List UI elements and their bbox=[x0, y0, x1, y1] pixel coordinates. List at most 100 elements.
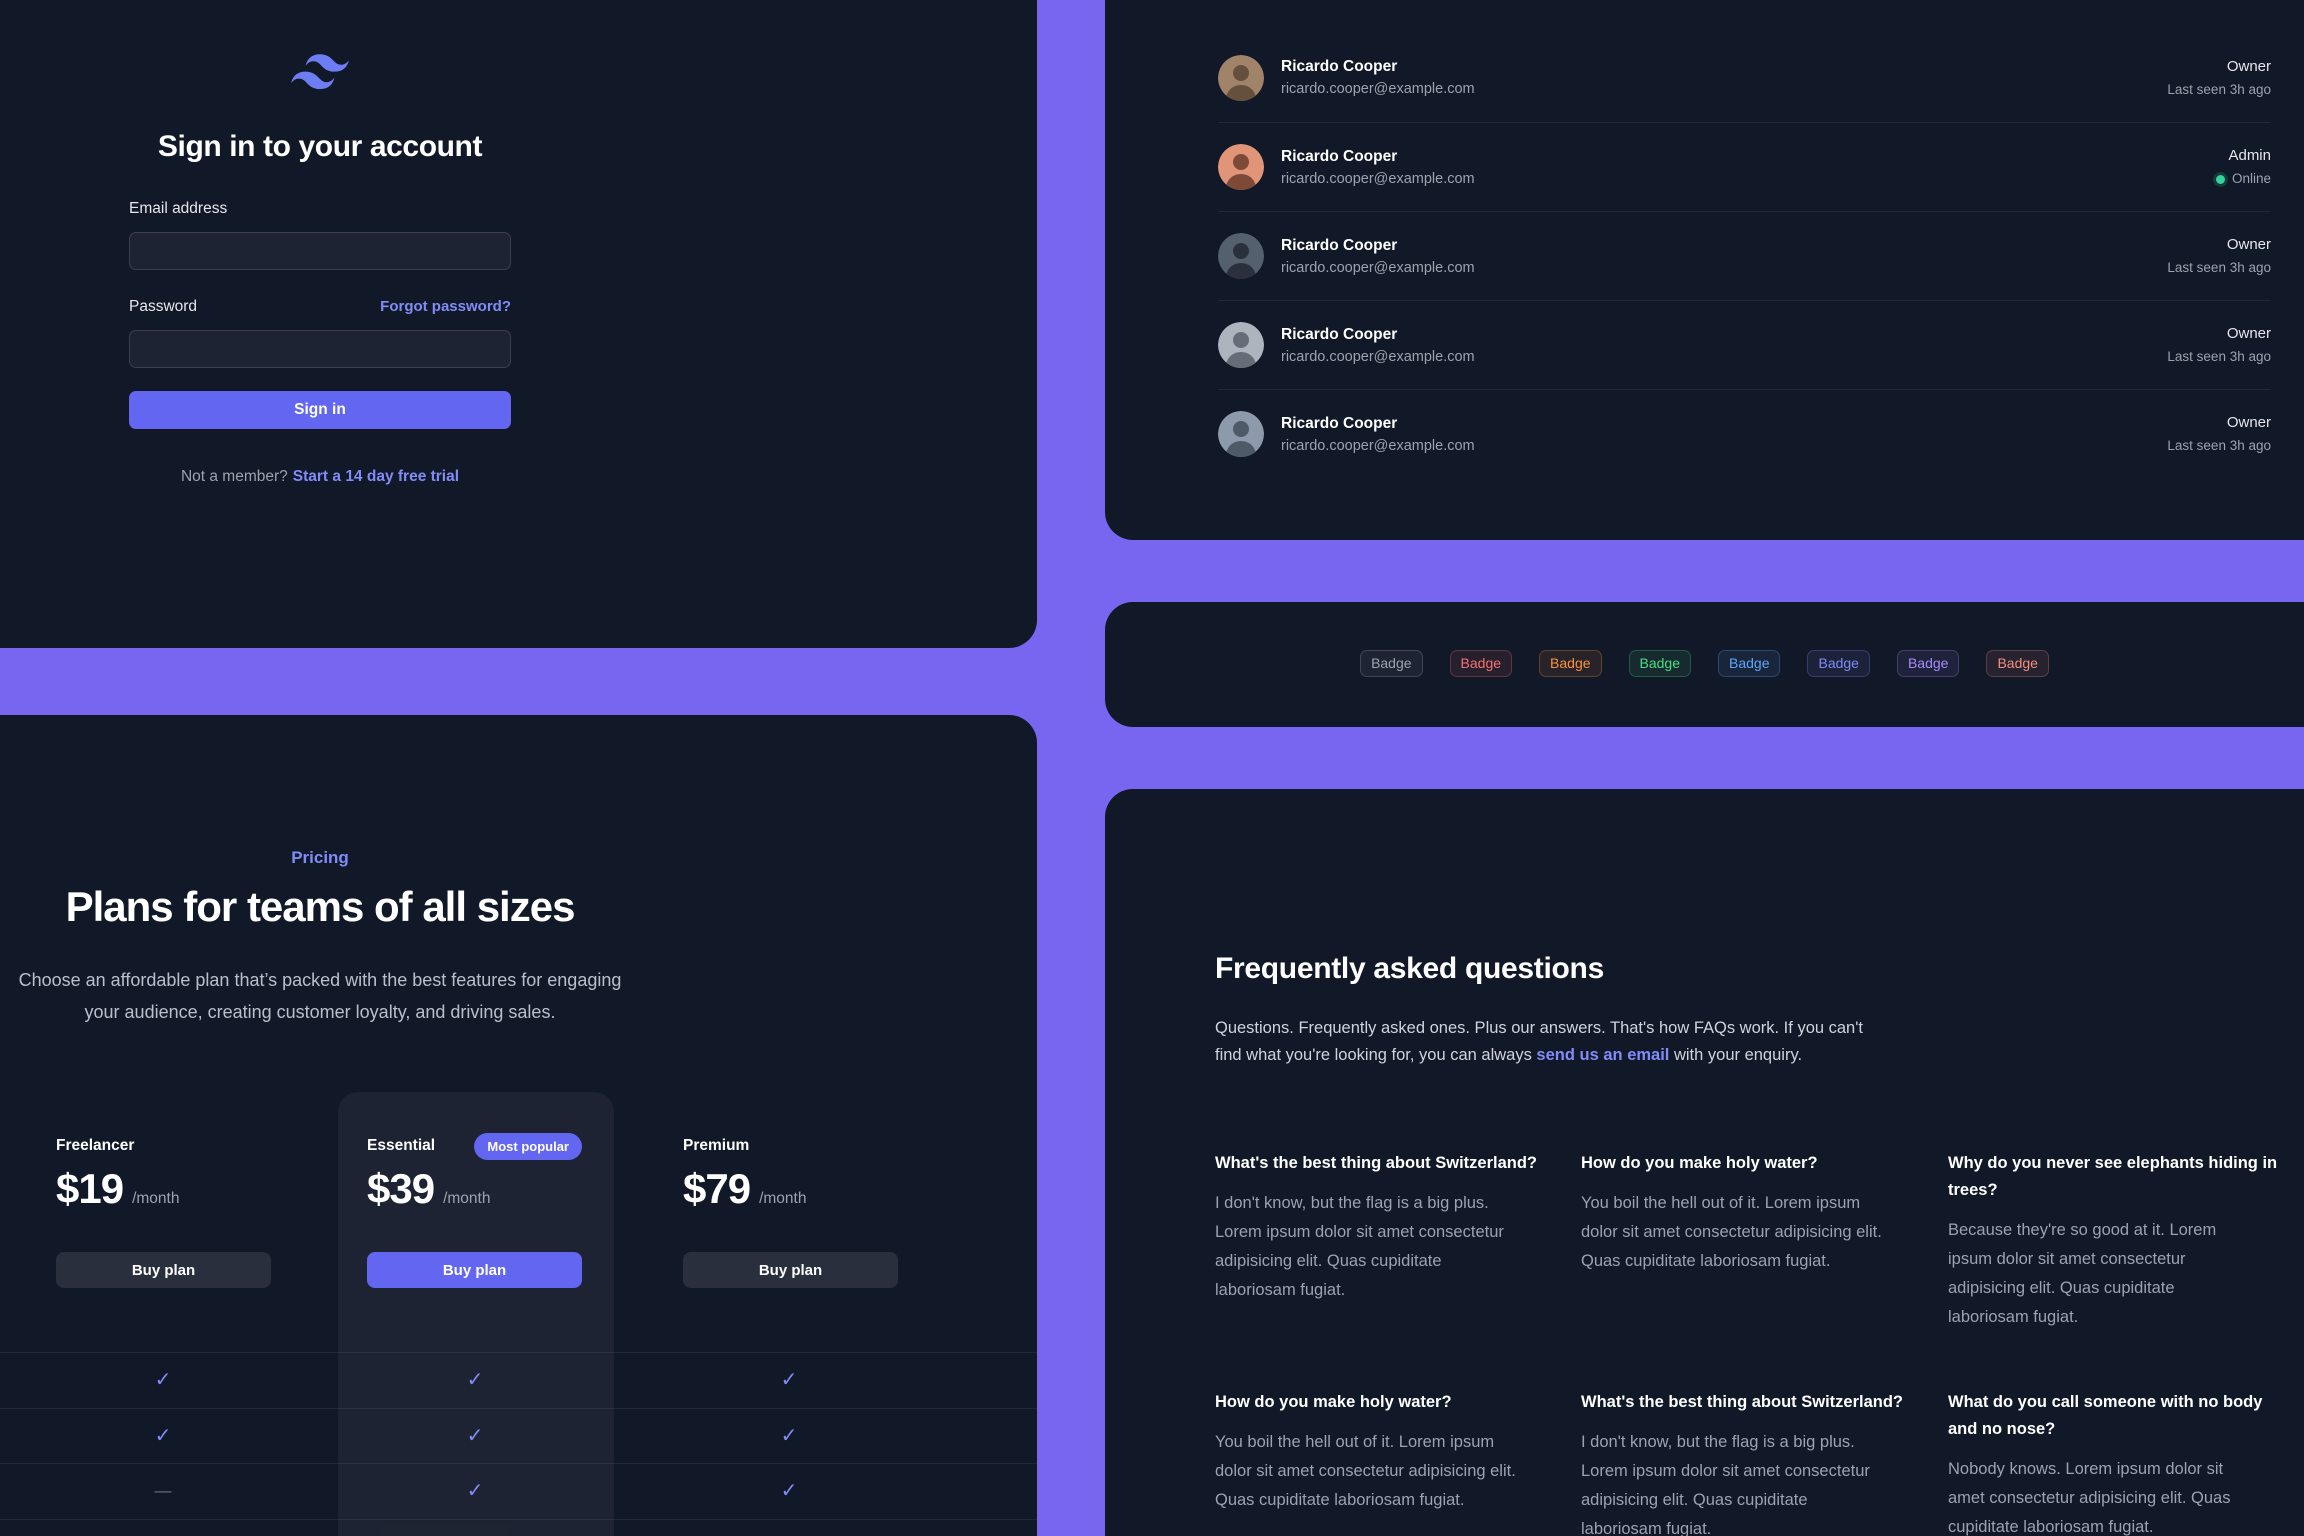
badge-purple[interactable]: Badge bbox=[1896, 650, 1960, 677]
user-list: Ricardo Cooper ricardo.cooper@example.com… bbox=[1218, 33, 2271, 478]
pricing-tier-premium: Premium $79/month Buy plan bbox=[683, 1133, 898, 1288]
faq-item: How do you make holy water? You boil the… bbox=[1581, 1150, 1916, 1276]
feature-check-icon: ✓ bbox=[466, 1480, 484, 1502]
avatar bbox=[1218, 233, 1264, 279]
badges-panel: Badge Badge Badge Badge Badge Badge Badg… bbox=[1105, 602, 2304, 727]
user-email: ricardo.cooper@example.com bbox=[1281, 348, 1475, 365]
user-online-status: Online bbox=[2215, 171, 2271, 187]
user-role: Owner bbox=[2226, 325, 2271, 342]
sign-in-button[interactable]: Sign in bbox=[129, 391, 511, 429]
forgot-password-link[interactable]: Forgot password? bbox=[380, 298, 511, 315]
most-popular-badge: Most popular bbox=[474, 1132, 582, 1160]
email-label: Email address bbox=[129, 200, 228, 217]
faq-question: What do you call someone with no body an… bbox=[1948, 1393, 2263, 1438]
table-divider bbox=[0, 1408, 1037, 1409]
tier-name: Premium bbox=[683, 1137, 750, 1154]
pricing-heading: Plans for teams of all sizes bbox=[65, 883, 576, 930]
user-email: ricardo.cooper@example.com bbox=[1281, 81, 1475, 97]
tier-name: Freelancer bbox=[56, 1137, 135, 1154]
tier-name: Essential bbox=[367, 1137, 436, 1154]
feature-check-icon: ✓ bbox=[780, 1425, 798, 1447]
avatar bbox=[1218, 144, 1264, 190]
badge-red[interactable]: Badge bbox=[1449, 650, 1513, 677]
send-email-link[interactable]: send us an email bbox=[1536, 1046, 1670, 1064]
faq-answer: Nobody knows. Lorem ipsum dolor sit amet… bbox=[1948, 1460, 2231, 1536]
badge-pink[interactable]: Badge bbox=[1986, 650, 2049, 677]
user-email: ricardo.cooper@example.com bbox=[1281, 259, 1475, 276]
pricing-tier-essential: Essential Most popular $39/month Buy plan bbox=[367, 1132, 582, 1288]
badge-row: Badge Badge Badge Badge Badge Badge Badg… bbox=[1105, 650, 2304, 677]
badge-gray[interactable]: Badge bbox=[1360, 650, 1423, 677]
user-last-seen: Last seen 3h ago bbox=[2167, 349, 2271, 364]
pricing-tier-freelancer: Freelancer $19/month Buy plan bbox=[56, 1133, 271, 1288]
user-last-seen: Last seen 3h ago bbox=[2167, 260, 2271, 275]
tier-price: $39/month bbox=[367, 1165, 491, 1212]
signin-title: Sign in to your account bbox=[157, 130, 483, 163]
pricing-header: Pricing Plans for teams of all sizes Cho… bbox=[0, 848, 720, 1028]
badge-indigo[interactable]: Badge bbox=[1807, 650, 1870, 677]
faq-item: How do you make holy water? You boil the… bbox=[1215, 1389, 1550, 1515]
online-status-dot bbox=[2215, 174, 2225, 184]
user-name: Ricardo Cooper bbox=[1281, 147, 1398, 165]
faq-panel: Frequently asked questions Questions. Fr… bbox=[1105, 789, 2304, 1536]
user-name: Ricardo Cooper bbox=[1281, 325, 1398, 343]
pricing-panel: Pricing Plans for teams of all sizes Cho… bbox=[0, 715, 1037, 1536]
user-last-seen: Last seen 3h ago bbox=[2167, 81, 2271, 97]
feature-check-icon: ✓ bbox=[466, 1425, 484, 1447]
user-row[interactable]: Ricardo Cooper ricardo.cooper@example.com… bbox=[1218, 211, 2271, 300]
user-row[interactable]: Ricardo Cooper ricardo.cooper@example.com… bbox=[1218, 122, 2271, 211]
table-divider bbox=[0, 1519, 1037, 1520]
user-list-panel: Ricardo Cooper ricardo.cooper@example.com… bbox=[1105, 0, 2304, 540]
faq-intro: Questions. Frequently asked ones. Plus o… bbox=[1215, 1019, 1863, 1064]
avatar bbox=[1218, 54, 1264, 101]
user-email: ricardo.cooper@example.com bbox=[1281, 170, 1475, 187]
signin-panel: Sign in to your account Email address Pa… bbox=[0, 0, 1037, 648]
faq-question: What's the best thing about Switzerland? bbox=[1581, 1393, 1904, 1411]
feature-check-icon: ✓ bbox=[154, 1369, 172, 1391]
free-trial-link[interactable]: Start a 14 day free trial bbox=[292, 468, 460, 485]
user-role: Owner bbox=[2226, 236, 2271, 253]
user-row[interactable]: Ricardo Cooper ricardo.cooper@example.com… bbox=[1218, 300, 2271, 389]
email-field[interactable] bbox=[129, 232, 511, 270]
feature-check-icon: ✓ bbox=[466, 1369, 484, 1391]
faq-question: What's the best thing about Switzerland? bbox=[1215, 1154, 1538, 1172]
faq-item: Why do you never see elephants hiding in… bbox=[1948, 1150, 2283, 1332]
user-last-seen: Last seen 3h ago bbox=[2167, 438, 2271, 453]
faq-title: Frequently asked questions bbox=[1215, 952, 1604, 985]
user-role: Admin bbox=[2228, 147, 2271, 164]
pricing-eyebrow: Pricing bbox=[291, 848, 349, 867]
user-name: Ricardo Cooper bbox=[1281, 58, 1398, 75]
badge-orange[interactable]: Badge bbox=[1539, 650, 1602, 677]
user-row[interactable]: Ricardo Cooper ricardo.cooper@example.com… bbox=[1218, 33, 2271, 122]
avatar bbox=[1218, 322, 1264, 368]
user-role: Owner bbox=[2226, 414, 2271, 431]
faq-answer: You boil the hell out of it. Lorem ipsum… bbox=[1215, 1433, 1516, 1509]
user-email: ricardo.cooper@example.com bbox=[1281, 437, 1475, 454]
password-field[interactable] bbox=[129, 330, 511, 368]
pricing-subtitle: Choose an affordable plan that’s packed … bbox=[18, 970, 622, 1022]
table-divider bbox=[0, 1463, 1037, 1464]
table-divider bbox=[0, 1352, 1037, 1353]
faq-answer: I don't know, but the flag is a big plus… bbox=[1215, 1194, 1504, 1299]
user-row[interactable]: Ricardo Cooper ricardo.cooper@example.com… bbox=[1218, 389, 2271, 478]
feature-row: — ✓ ✓ bbox=[0, 1463, 1037, 1519]
faq-question: Why do you never see elephants hiding in… bbox=[1948, 1154, 2278, 1199]
feature-row: ✓ ✓ ✓ bbox=[0, 1352, 1037, 1408]
buy-plan-button-freelancer[interactable]: Buy plan bbox=[56, 1252, 271, 1288]
badge-green[interactable]: Badge bbox=[1628, 650, 1691, 677]
faq-item: What's the best thing about Switzerland?… bbox=[1581, 1389, 1916, 1536]
signup-prompt: Not a member? Start a 14 day free trial bbox=[129, 468, 511, 486]
featured-tier-card bbox=[338, 1092, 614, 1536]
signup-prompt-text: Not a member? bbox=[180, 468, 288, 485]
buy-plan-button-premium[interactable]: Buy plan bbox=[683, 1252, 898, 1288]
faq-item: What do you call someone with no body an… bbox=[1948, 1389, 2283, 1536]
password-label: Password bbox=[129, 298, 198, 315]
tier-price: $19/month bbox=[56, 1165, 180, 1212]
buy-plan-button-essential[interactable]: Buy plan bbox=[367, 1252, 582, 1288]
user-name: Ricardo Cooper bbox=[1281, 236, 1398, 254]
faq-answer: I don't know, but the flag is a big plus… bbox=[1581, 1433, 1870, 1536]
feature-check-icon: ✓ bbox=[780, 1480, 798, 1502]
badge-blue[interactable]: Badge bbox=[1718, 650, 1781, 677]
faq-question: How do you make holy water? bbox=[1581, 1154, 1818, 1172]
user-role: Owner bbox=[2226, 57, 2271, 75]
